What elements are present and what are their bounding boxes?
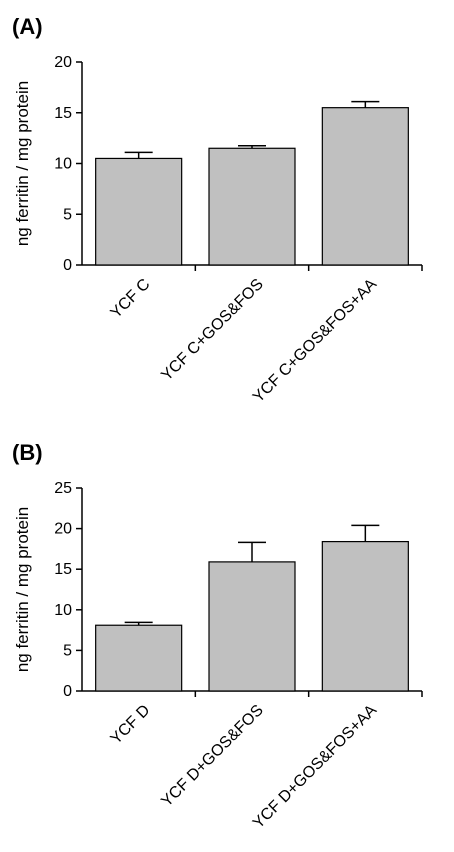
bar-a-1 bbox=[208, 147, 296, 266]
category-label-a-2: YCF C+GOS&FOS+AA bbox=[250, 276, 380, 406]
y-axis-title-a: ng ferritin / mg protein bbox=[13, 81, 32, 246]
bar-b-1 bbox=[208, 561, 296, 692]
y-tick-label-b-3: 15 bbox=[54, 561, 72, 578]
bar-a-2 bbox=[321, 107, 409, 266]
y-tick-label-b-5: 25 bbox=[54, 480, 72, 497]
chart-panel-a: (A) 0 5 10 15 20 ng ferritin / mg protein YCF … bbox=[12, 14, 423, 406]
category-label-a-1: YCF C+GOS&FOS bbox=[158, 276, 267, 385]
panel-label-b: (B) bbox=[12, 440, 43, 465]
bar-b-0 bbox=[95, 624, 183, 692]
bar-a-0 bbox=[95, 157, 183, 266]
y-tick-label-a-2: 10 bbox=[54, 156, 72, 173]
y-tick-label-b-2: 10 bbox=[54, 602, 72, 619]
bar-b-2 bbox=[321, 540, 409, 692]
y-tick-label-a-1: 5 bbox=[63, 206, 72, 223]
y-tick-label-b-0: 0 bbox=[63, 683, 72, 700]
panel-label-a: (A) bbox=[12, 14, 43, 39]
category-label-b-2: YCF D+GOS&FOS+AA bbox=[250, 702, 380, 832]
y-tick-label-a-4: 20 bbox=[54, 54, 72, 71]
category-label-b-1: YCF D+GOS&FOS bbox=[158, 702, 267, 811]
y-tick-label-b-4: 20 bbox=[54, 521, 72, 538]
category-label-b-0: YCF D bbox=[108, 702, 154, 748]
category-label-a-0: YCF C bbox=[108, 276, 154, 322]
chart-panel-b: (B) 0 5 10 15 20 25 ng ferritin / mg protein YC… bbox=[0, 426, 454, 852]
y-axis-title-b: ng ferritin / mg protein bbox=[13, 507, 32, 672]
y-tick-label-a-3: 15 bbox=[54, 105, 72, 122]
y-tick-label-a-0: 0 bbox=[63, 257, 72, 274]
y-tick-label-b-1: 5 bbox=[63, 642, 72, 659]
